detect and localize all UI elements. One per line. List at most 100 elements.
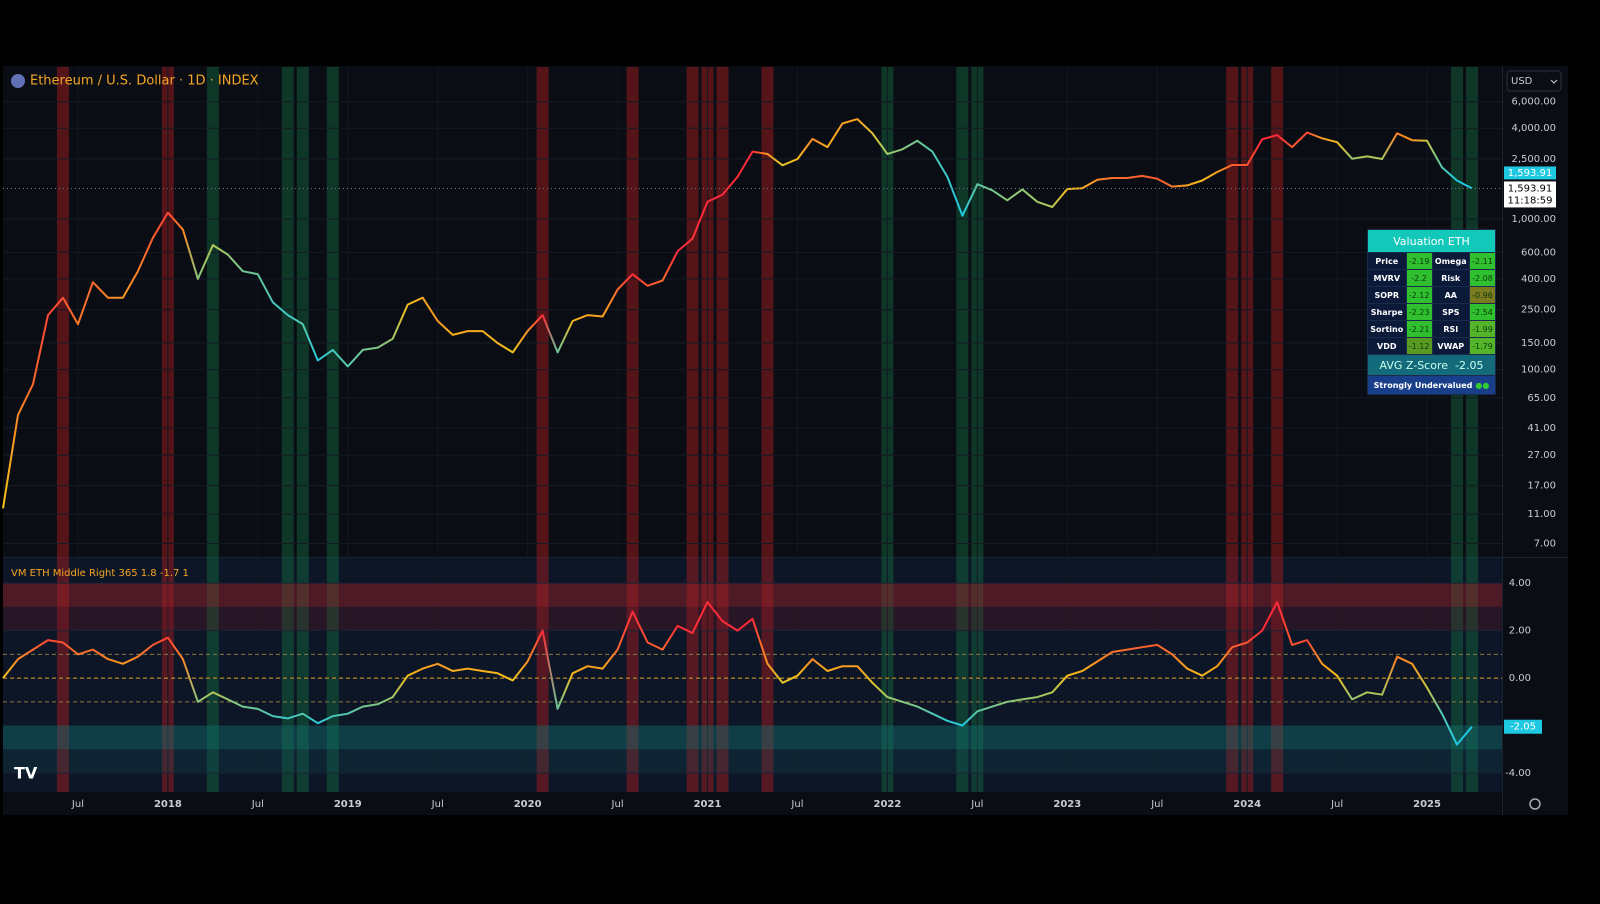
x-tick-label: 2024: [1233, 799, 1261, 810]
y-tick-label: 250.00: [1521, 305, 1556, 316]
status: Strongly Undervalued: [1373, 380, 1473, 390]
zone-band: [3, 725, 1502, 750]
last-price: 1,593.91: [1508, 183, 1553, 194]
x-tick-label: Jul: [1330, 799, 1343, 810]
zone-band: [3, 583, 1502, 607]
dropdown-arrow[interactable]: [1550, 79, 1558, 84]
metric-name: AA: [1431, 286, 1470, 304]
x-tick-label: 2023: [1053, 799, 1081, 810]
table-row: MVRV -2.2 Risk -2.08: [1367, 269, 1497, 287]
y-tick-label: 6,000.00: [1511, 97, 1556, 108]
metric-name: SPS: [1431, 303, 1470, 321]
x-tick-label: Jul: [611, 799, 624, 810]
x-tick-label: Jul: [251, 799, 264, 810]
table-row: AVG Z-Score -2.05: [1367, 354, 1496, 376]
signal-zone: [206, 67, 219, 792]
metric-value: -2.12: [1405, 286, 1433, 304]
x-tick-label: 2022: [873, 799, 901, 810]
metric-value: -2.11: [1468, 252, 1497, 270]
symbol-title[interactable]: Ethereum / U.S. Dollar · 1D · INDEX: [30, 74, 259, 89]
x-tick-label: 2019: [334, 799, 362, 810]
x-tick-label: 2021: [694, 799, 722, 810]
y-tick-label: 150.00: [1521, 338, 1556, 349]
metric-name: VDD: [1367, 337, 1407, 355]
price-tag: [1504, 166, 1556, 180]
table-row: VDD -1.12 VWAP -1.79: [1367, 337, 1497, 355]
x-tick-label: Jul: [1150, 799, 1163, 810]
metric-name: MVRV: [1367, 269, 1407, 287]
y-tick-label: 0.00: [1509, 673, 1531, 684]
y-tick-label: 4.00: [1509, 578, 1531, 589]
avg-row: AVG Z-Score -2.05: [1367, 354, 1496, 376]
oscillator-bg: [3, 558, 1502, 792]
x-tick-label: 2018: [154, 799, 182, 810]
table-row: Sortino -2.21 RSI -1.99: [1367, 320, 1497, 338]
y-tick-label: 600.00: [1521, 247, 1556, 258]
series-line: [2, 118, 1473, 509]
avg-label: AVG Z-Score: [1379, 358, 1449, 372]
avg-value: -2.05: [1455, 358, 1484, 372]
signal-zone: [626, 67, 639, 792]
tv-logo[interactable]: TV: [14, 764, 38, 783]
table-row: Strongly Undervalued ●●: [1367, 375, 1496, 395]
y-tick-label: 65.00: [1527, 393, 1556, 404]
x-tick-label: Jul: [790, 799, 803, 810]
y-tick-label: -4.00: [1505, 768, 1531, 779]
metric-name: VWAP: [1431, 337, 1470, 355]
last-price-box: [1504, 181, 1556, 208]
metric-name: Omega: [1431, 252, 1470, 270]
metric-value: -2.2: [1405, 269, 1433, 287]
currency-select[interactable]: [1506, 70, 1562, 92]
osc-tag-text: -2.05: [1510, 722, 1536, 733]
settings-icon[interactable]: [1529, 798, 1541, 810]
signal-zone: [1466, 67, 1479, 792]
metric-name: Risk: [1431, 269, 1470, 287]
signal-zone: [326, 67, 339, 792]
metric-name: Sharpe: [1367, 303, 1407, 321]
metric-value: -1.99: [1468, 320, 1497, 338]
osc-tag: [1504, 719, 1542, 734]
y-tick-label: 17.00: [1527, 481, 1556, 492]
table-row: Valuation ETH: [1367, 229, 1496, 253]
signal-zone: [1451, 67, 1464, 792]
x-tick-label: Jul: [71, 799, 84, 810]
metric-name: Price: [1367, 252, 1407, 270]
metric-value: -2.08: [1468, 269, 1497, 287]
x-tick-label: 2020: [514, 799, 542, 810]
table-row: Price -2.19 Omega -2.11: [1367, 252, 1497, 270]
signal-zone: [1271, 67, 1284, 792]
y-tick-label: 400.00: [1521, 274, 1556, 285]
status-row: Strongly Undervalued ●●: [1367, 375, 1496, 395]
y-tick-label: 2,500.00: [1511, 154, 1556, 165]
signal-zone: [761, 67, 774, 792]
signal-zone: [956, 67, 969, 792]
signal-zone: [536, 67, 549, 792]
metric-name: SOPR: [1367, 286, 1407, 304]
countdown: 11:18:59: [1508, 195, 1553, 206]
metric-value: -1.12: [1405, 337, 1433, 355]
signal-zone: [1226, 67, 1239, 792]
y-tick-label: 41.00: [1527, 423, 1556, 434]
metric-value: -0.96: [1468, 286, 1497, 304]
indicator-title[interactable]: VM ETH Middle Right 365 1.8 -1.7 1: [11, 568, 189, 579]
status-dots: ●●: [1475, 380, 1490, 390]
x-tick-label: Jul: [431, 799, 444, 810]
signal-zone: [56, 67, 69, 792]
valuation-table: Valuation ETH Price -2.19 Omega -2.11 MVRV -2.…: [1367, 229, 1497, 395]
x-tick-label: 2025: [1413, 799, 1441, 810]
y-tick-label: 4,000.00: [1511, 123, 1556, 134]
signal-zone: [716, 67, 729, 792]
metric-value: -1.79: [1468, 337, 1497, 355]
x-tick-label: Jul: [970, 799, 983, 810]
signal-zone: [281, 67, 294, 792]
table-row: SOPR -2.12 AA -0.96: [1367, 286, 1497, 304]
eth-icon: [11, 74, 25, 88]
metric-value: -2.23: [1405, 303, 1433, 321]
y-tick-label: 1,000.00: [1511, 214, 1556, 225]
signal-zone: [686, 67, 699, 792]
y-tick-label: 11.00: [1527, 509, 1556, 520]
price-tag-text: 1,593.91: [1508, 168, 1553, 179]
currency[interactable]: USD: [1511, 76, 1533, 87]
